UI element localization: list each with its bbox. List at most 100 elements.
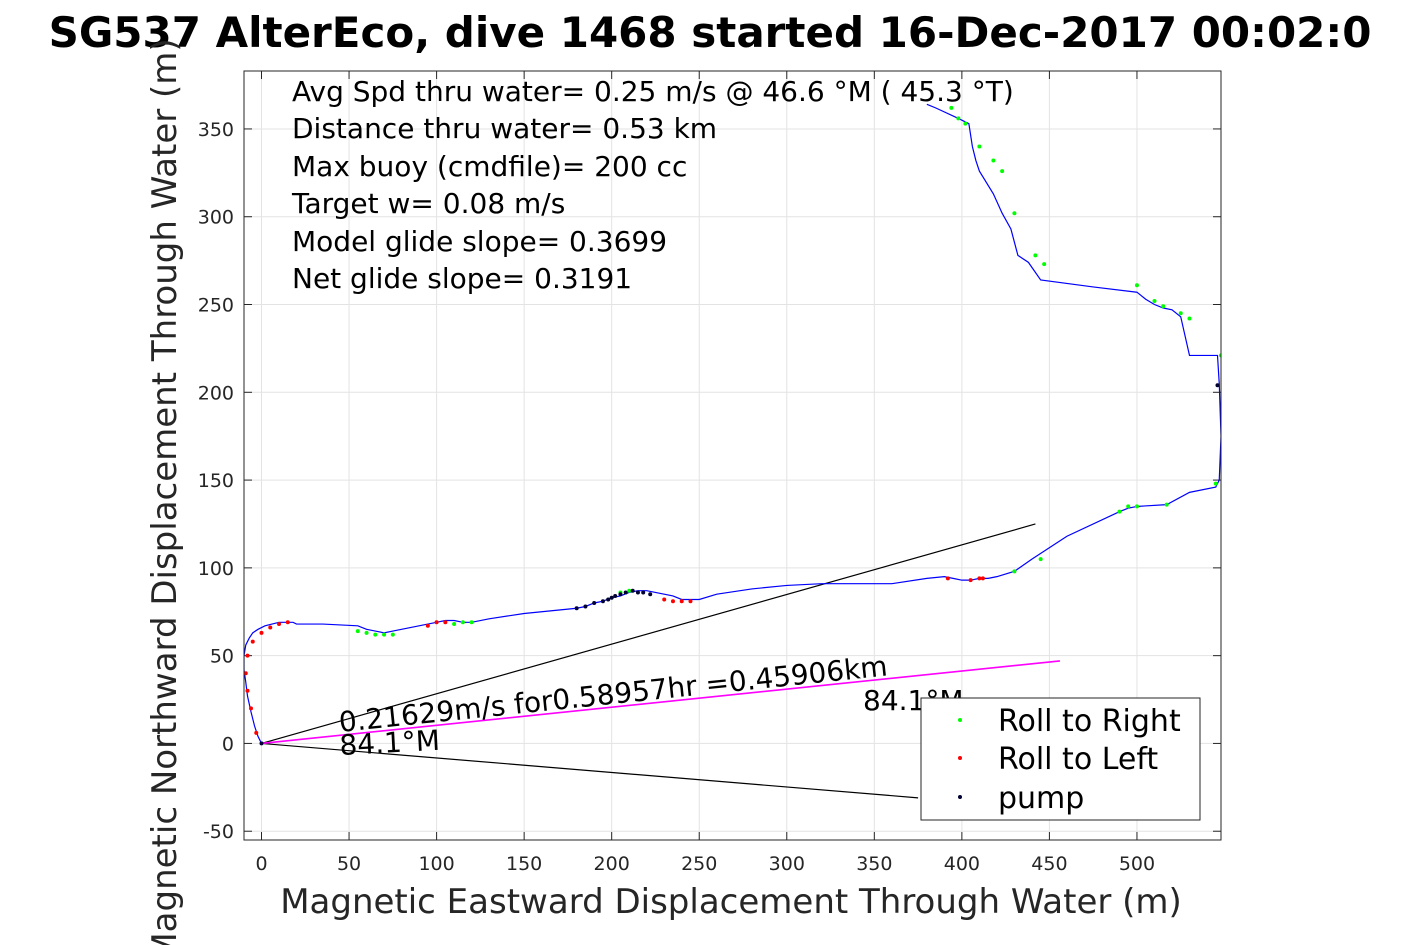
heading-line-0 <box>261 523 1036 745</box>
roll-right-point <box>1038 557 1043 562</box>
x-tick-label: 250 <box>681 853 717 875</box>
pump-point <box>609 595 614 600</box>
average-velocity-line <box>261 660 1060 745</box>
roll-right-point <box>460 620 465 625</box>
x-tick-label: 0 <box>255 853 267 875</box>
info-distance: Distance thru water= 0.53 km <box>292 112 717 145</box>
roll-right-point <box>977 144 982 149</box>
roll-left-point <box>980 576 985 581</box>
roll-left-point <box>443 620 448 625</box>
y-tick-label: 0 <box>222 733 234 755</box>
roll-right-point <box>956 116 961 121</box>
roll-right-point <box>364 630 369 635</box>
y-tick-label: 250 <box>198 295 234 317</box>
roll-right-point <box>1000 169 1005 174</box>
roll-left-point <box>945 576 950 581</box>
legend-label-roll-left: Roll to Left <box>998 742 1158 777</box>
roll-right-point <box>1117 509 1122 514</box>
heading-label-left: 84.1°M <box>339 724 441 762</box>
roll-right-point <box>991 158 996 163</box>
roll-right-point <box>1042 262 1047 267</box>
y-tick-label: 150 <box>198 470 234 492</box>
x-tick-label: 500 <box>1119 853 1155 875</box>
x-tick-label: 450 <box>1031 853 1067 875</box>
y-tick-label: 100 <box>198 558 234 580</box>
roll-right-point <box>1012 569 1017 574</box>
roll-left-point <box>254 730 259 735</box>
roll-right-point <box>1178 311 1183 316</box>
pump-point <box>635 590 640 595</box>
roll-right-point <box>1187 316 1192 321</box>
roll-left-point <box>244 671 248 676</box>
roll-right-point <box>963 121 968 126</box>
roll-right-point <box>452 622 457 627</box>
roll-right-point <box>1164 502 1169 507</box>
pump-point <box>1215 383 1220 388</box>
roll-right-point <box>1152 298 1157 303</box>
roll-right-point <box>1134 504 1139 509</box>
y-axis-label: Magnetic Northward Displacement Through … <box>145 38 185 945</box>
y-tick-label: 200 <box>198 382 234 404</box>
roll-right-point <box>390 632 395 637</box>
roll-right-point <box>469 620 474 625</box>
pump-point <box>259 741 264 746</box>
pump-point <box>583 604 588 609</box>
dive-track-line <box>244 103 1221 744</box>
roll-right-point <box>1033 253 1038 258</box>
roll-right-point <box>1161 304 1166 309</box>
x-axis-label: Magnetic Eastward Displacement Through W… <box>280 882 1182 922</box>
roll-left-point <box>977 576 982 581</box>
roll-left-point <box>968 578 973 583</box>
axes-frame <box>243 70 1222 841</box>
roll-left-point <box>434 620 439 625</box>
roll-left-point <box>268 625 273 630</box>
pump-point <box>623 590 628 595</box>
axis-ticks: 0 50 100 150 200 250 300 350 400 450 500 -50 0 50 100 1… <box>198 71 1221 875</box>
roll-left-point <box>245 653 250 658</box>
legend-box <box>920 697 1201 821</box>
roll-left-point <box>250 639 255 644</box>
pump-point <box>574 606 579 611</box>
roll-left-point <box>688 599 693 604</box>
info-target-w: Target w= 0.08 m/s <box>291 187 565 220</box>
pump-point <box>648 592 653 597</box>
x-tick-label: 400 <box>944 853 980 875</box>
roll-right-point <box>627 588 632 593</box>
y-tick-label: 350 <box>198 119 234 141</box>
legend-marker-roll-right <box>958 718 962 722</box>
heading-line-1 <box>261 742 919 799</box>
roll-right-point <box>1012 211 1017 216</box>
roll-right-point <box>373 632 378 637</box>
roll-left-point <box>285 620 290 625</box>
roll-left-point <box>670 599 675 604</box>
pump-point <box>613 593 618 598</box>
roll-right-point <box>355 629 360 634</box>
pump-point <box>606 597 611 602</box>
plot-layer <box>244 103 1221 799</box>
legend: Roll to Right Roll to Left pump <box>920 697 1201 821</box>
roll-left-point <box>277 622 282 627</box>
roll-right-point <box>382 632 387 637</box>
pump-point <box>618 592 623 597</box>
info-block: Avg Spd thru water= 0.25 m/s @ 46.6 °M (… <box>291 75 1014 295</box>
pump-point <box>641 590 646 595</box>
roll-left-point <box>249 706 254 711</box>
roll-right-point <box>949 105 954 110</box>
legend-marker-roll-left <box>958 756 962 760</box>
y-tick-label: 50 <box>210 646 234 668</box>
info-net-glide: Net glide slope= 0.3191 <box>292 262 632 295</box>
chart-title: SG537 AlterEco, dive 1468 started 16-Dec… <box>49 8 1372 57</box>
y-tick-label: -50 <box>203 821 234 843</box>
roll-left-point <box>662 597 667 602</box>
x-tick-label: 300 <box>769 853 805 875</box>
info-avg-speed: Avg Spd thru water= 0.25 m/s @ 46.6 °M (… <box>292 75 1014 108</box>
x-tick-label: 350 <box>856 853 892 875</box>
roll-right-point <box>1126 504 1131 509</box>
x-tick-label: 150 <box>506 853 542 875</box>
x-tick-label: 100 <box>418 853 454 875</box>
info-model-glide: Model glide slope= 0.3699 <box>292 225 667 258</box>
pump-point <box>600 599 605 604</box>
info-max-buoy: Max buoy (cmdfile)= 200 cc <box>292 150 687 183</box>
legend-label-roll-right: Roll to Right <box>998 704 1181 739</box>
